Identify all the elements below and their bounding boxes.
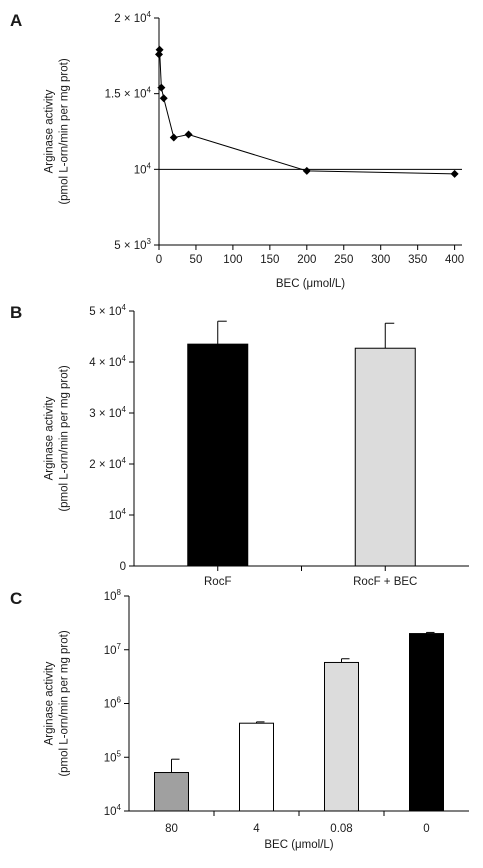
y-tick-label: 4 × 104 bbox=[89, 354, 126, 369]
y-tick-label: 5 × 103 bbox=[114, 237, 151, 252]
y-tick-label: 104 bbox=[134, 161, 152, 176]
y-tick-label: 107 bbox=[104, 642, 122, 657]
data-point bbox=[159, 94, 168, 103]
x-tick-label: 350 bbox=[408, 254, 427, 266]
bar bbox=[409, 633, 444, 812]
chart-panel-b: 5 × 104 4 × 104 3 × 104 2 × 104 104 0 RocF RocF… bbox=[44, 303, 469, 588]
y-axis-title: Arginase activity (pmol L-orn/min per mg … bbox=[44, 58, 71, 205]
y-tick-label: 0 bbox=[120, 561, 126, 573]
data-point bbox=[184, 130, 193, 139]
bar bbox=[187, 343, 249, 567]
x-tick-label: 400 bbox=[445, 254, 464, 266]
panel-label-a: A bbox=[10, 11, 22, 30]
data-point bbox=[302, 166, 311, 175]
y-tick-label: 108 bbox=[104, 588, 122, 603]
x-tick-label: 50 bbox=[190, 254, 203, 266]
x-tick-label: 0 bbox=[423, 823, 429, 835]
panel-label-b: B bbox=[10, 303, 22, 322]
data-point bbox=[169, 133, 178, 142]
x-tick-label: 300 bbox=[371, 254, 390, 266]
x-tick-label: 0.08 bbox=[330, 823, 352, 835]
y-tick-label: 106 bbox=[104, 696, 122, 711]
y-tick-label: 2 × 104 bbox=[114, 10, 151, 25]
y-tick-label: 105 bbox=[104, 749, 122, 764]
x-tick-label: 4 bbox=[253, 823, 260, 835]
y-tick-label: 3 × 104 bbox=[89, 405, 126, 420]
x-tick-label: 250 bbox=[334, 254, 353, 266]
y-axis-title: Arginase activity (pmol L-orn/min per mg … bbox=[44, 365, 71, 512]
y-axis-title-line: Arginase activity bbox=[44, 661, 56, 745]
bar bbox=[154, 772, 189, 812]
series-line bbox=[158, 49, 455, 175]
data-point bbox=[450, 169, 459, 178]
y-axis-title-line: Arginase activity bbox=[44, 396, 56, 480]
chart-panel-a: 2 × 104 1.5 × 104 104 5 × 103 0 50 100 150 200 25… bbox=[44, 10, 465, 290]
x-tick-label: 100 bbox=[223, 254, 242, 266]
data-point bbox=[155, 45, 164, 54]
x-axis-title: BEC (μmol/L) bbox=[276, 278, 345, 290]
panel-label-c: C bbox=[10, 589, 22, 608]
y-tick-label: 104 bbox=[104, 803, 122, 818]
y-tick-label: 5 × 104 bbox=[89, 303, 126, 318]
y-axis-title-line: Arginase activity bbox=[44, 89, 56, 173]
bar bbox=[354, 347, 416, 567]
y-tick-label: 1.5 × 104 bbox=[105, 86, 152, 101]
bar bbox=[239, 722, 274, 812]
y-axis-title-line: (pmol L-orn/min per mg prot) bbox=[59, 630, 71, 777]
y-axis-title-line: (pmol L-orn/min per mg prot) bbox=[59, 58, 71, 205]
data-point bbox=[157, 83, 166, 92]
y-tick-label: 2 × 104 bbox=[89, 456, 126, 471]
chart-panel-c: 108 107 106 105 104 80 4 0.08 0 BEC (μmol/L) Argin… bbox=[44, 588, 469, 851]
x-tick-label: 200 bbox=[297, 254, 316, 266]
x-tick-label: 0 bbox=[156, 254, 162, 266]
y-tick-label: 104 bbox=[109, 507, 127, 522]
x-tick-label: 80 bbox=[165, 823, 178, 835]
x-tick-label: 150 bbox=[260, 254, 279, 266]
y-axis-title-line: (pmol L-orn/min per mg prot) bbox=[59, 365, 71, 512]
x-tick-label: RocF + BEC bbox=[353, 576, 417, 588]
y-axis-title: Arginase activity (pmol L-orn/min per mg … bbox=[44, 630, 71, 777]
x-axis-title: BEC (μmol/L) bbox=[264, 839, 333, 851]
x-tick-label: RocF bbox=[204, 576, 231, 588]
bar bbox=[324, 661, 359, 812]
